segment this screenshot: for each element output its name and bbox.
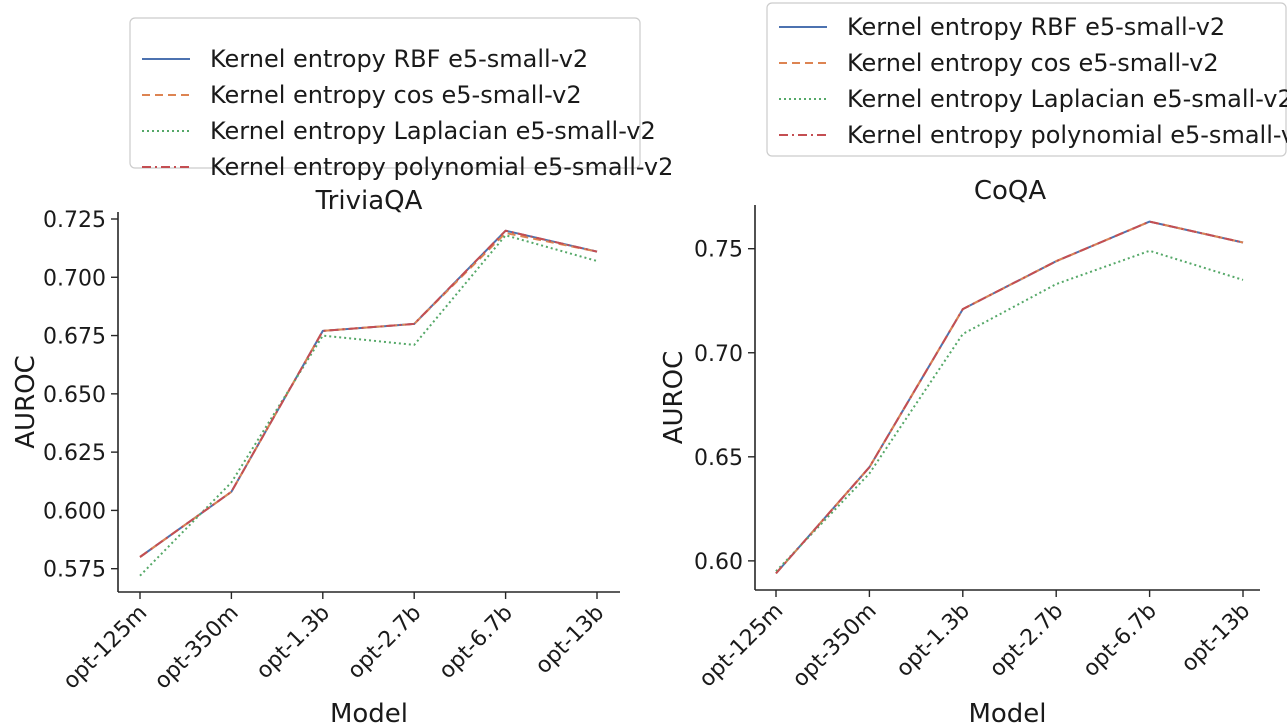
legend-box <box>129 17 641 169</box>
chart-coqa: 0.60 0.65 0.70 0.75 opt-125m opt-350m opt-1.3b… <box>659 2 1287 724</box>
x-axis-label: Model <box>330 699 408 724</box>
legend-entry-1: Kernel entropy cos e5-small-v2 <box>210 81 582 109</box>
y-tick-label: 0.625 <box>43 441 106 466</box>
y-axis-label: AUROC <box>11 355 41 449</box>
legend: Kernel entropy RBF e5-small-v2 Kernel ent… <box>129 17 673 181</box>
legend-entry-2: Kernel entropy Laplacian e5-small-v2 <box>847 85 1287 113</box>
y-tick-label: 0.675 <box>43 325 106 350</box>
x-axis-label: Model <box>968 699 1046 724</box>
chart-title: CoQA <box>974 176 1047 206</box>
series-line-2 <box>139 234 598 577</box>
x-tick-label: opt-2.7b <box>985 599 1068 682</box>
y-tick-label: 0.700 <box>43 266 106 291</box>
series-line-0 <box>775 220 1244 575</box>
legend-box <box>766 2 1287 157</box>
x-tick-label: opt-125m <box>695 599 789 693</box>
y-tick-label: 0.65 <box>694 446 743 471</box>
x-tick-label: opt-1.3b <box>892 599 975 682</box>
series-line-1 <box>775 220 1244 575</box>
legend-entry-0: Kernel entropy RBF e5-small-v2 <box>210 45 588 73</box>
x-tick-label: opt-350m <box>150 601 244 695</box>
legend: Kernel entropy RBF e5-small-v2 Kernel ent… <box>766 2 1287 157</box>
x-tick-label: opt-13b <box>1177 599 1255 677</box>
x-tick-label: opt-6.7b <box>1078 599 1161 682</box>
y-tick-label: 0.575 <box>43 558 106 583</box>
x-tick-label: opt-125m <box>59 601 153 695</box>
legend-entry-2: Kernel entropy Laplacian e5-small-v2 <box>210 117 656 145</box>
y-tick-label: 0.600 <box>43 499 106 524</box>
legend-entry-1: Kernel entropy cos e5-small-v2 <box>847 49 1219 77</box>
y-tick-label: 0.60 <box>694 550 743 575</box>
x-tick-label: opt-13b <box>531 601 609 679</box>
chart-title: TriviaQA <box>315 186 423 216</box>
series-line-3 <box>775 220 1244 575</box>
x-tick-label: opt-6.7b <box>434 601 517 684</box>
y-tick-label: 0.725 <box>43 208 106 233</box>
series-line-2 <box>775 249 1244 572</box>
x-tick-label: opt-2.7b <box>343 601 426 684</box>
chart-triviaqa: 0.575 0.600 0.625 0.650 0.675 0.700 0.725 opt-1… <box>11 17 673 724</box>
series-line-3 <box>139 229 598 558</box>
y-axis-label: AUROC <box>659 351 689 445</box>
y-tick-label: 0.650 <box>43 383 106 408</box>
x-tick-label: opt-350m <box>788 599 882 693</box>
legend-entry-3: Kernel entropy polynomial e5-small-v2 <box>210 153 673 181</box>
y-tick-label: 0.75 <box>694 238 743 263</box>
legend-entry-3: Kernel entropy polynomial e5-small-v2 <box>847 121 1287 149</box>
legend-entry-0: Kernel entropy RBF e5-small-v2 <box>847 13 1225 41</box>
y-tick-label: 0.70 <box>694 342 743 367</box>
x-tick-label: opt-1.3b <box>252 601 335 684</box>
